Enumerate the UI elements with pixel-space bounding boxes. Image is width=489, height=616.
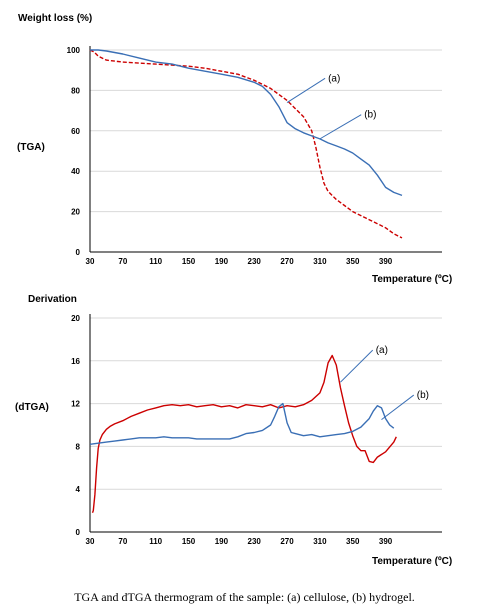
y-tick-label: 16 [71, 357, 80, 366]
x-tick-label: 190 [215, 257, 229, 266]
tga-chart: Weight loss (%) (TGA) Temperature (ºC) 0… [17, 13, 452, 285]
dtga-chart: Derivation (dTGA) Temperature (ºC) 0 4 8 12… [15, 294, 452, 567]
y-tick-label: 40 [71, 167, 80, 176]
x-tick-label: 110 [149, 537, 162, 546]
x-tick-label: 190 [215, 537, 229, 546]
y-tick-label: 60 [71, 127, 80, 136]
annotation-leader-line [319, 114, 362, 140]
dtga-x-axis-label: Temperature (ºC) [372, 556, 452, 567]
x-tick-label: 310 [313, 537, 327, 546]
tga-chart-title: Weight loss (%) [18, 13, 92, 24]
x-tick-label: 270 [280, 537, 294, 546]
x-tick-label: 310 [313, 257, 327, 266]
annotation-label: (a) [376, 345, 388, 356]
dtga-gridlines [90, 317, 442, 490]
y-tick-label: 12 [71, 400, 80, 409]
x-tick-label: 70 [118, 537, 127, 546]
x-tick-label: 390 [379, 257, 393, 266]
tga-x-axis-label: Temperature (ºC) [372, 274, 452, 285]
y-tick-label: 20 [71, 314, 80, 323]
tga-y-axis-label: (TGA) [17, 142, 45, 153]
tga-gridlines [90, 49, 442, 213]
x-tick-label: 230 [248, 257, 262, 266]
dtga-series-b-line [89, 402, 395, 445]
y-tick-label: 8 [76, 442, 81, 451]
tga-axes [89, 46, 442, 253]
annotation-leader-line [381, 394, 415, 421]
y-tick-label: 80 [71, 86, 80, 95]
x-tick-label: 230 [248, 537, 262, 546]
x-tick-label: 150 [182, 537, 196, 546]
x-tick-label: 30 [86, 537, 95, 546]
x-tick-label: 350 [346, 257, 360, 266]
y-tick-label: 0 [76, 528, 81, 537]
x-tick-label: 270 [280, 257, 294, 266]
dtga-tick-labels: 0 4 8 12 16 20 30 70 110 150 190 230 270 310 350 390 [71, 314, 393, 546]
dtga-axes [89, 314, 442, 533]
tga-series [89, 49, 403, 239]
dtga-series-a-line [91, 354, 397, 513]
y-tick-label: 100 [67, 46, 81, 55]
x-tick-label: 30 [86, 257, 95, 266]
y-tick-label: 4 [76, 485, 81, 494]
annotation-label: (a) [328, 73, 340, 84]
y-tick-label: 0 [76, 248, 81, 257]
x-tick-label: 110 [149, 257, 162, 266]
x-tick-label: 150 [182, 257, 196, 266]
dtga-y-axis-label: (dTGA) [15, 402, 49, 413]
x-tick-label: 390 [379, 537, 393, 546]
annotation-label: (b) [364, 110, 376, 121]
annotation-leader-line [340, 349, 374, 383]
dtga-chart-title: Derivation [28, 294, 77, 305]
tga-series-a-line [89, 49, 403, 239]
tga-series-b-line [90, 49, 403, 197]
tga-tick-labels: 0 20 40 60 80 100 30 70 110 150 190 230 270 310 350 390 [67, 46, 393, 266]
dtga-annotations: (a) (b) [340, 345, 429, 421]
y-tick-label: 20 [71, 208, 80, 217]
annotation-leader-line [286, 77, 326, 103]
x-tick-label: 70 [118, 257, 127, 266]
annotation-label: (b) [417, 390, 429, 401]
tga-annotations: (a) (b) [286, 73, 376, 140]
figure-caption: TGA and dTGA thermogram of the sample: (… [74, 590, 415, 604]
x-tick-label: 350 [346, 537, 360, 546]
dtga-series [89, 354, 397, 513]
